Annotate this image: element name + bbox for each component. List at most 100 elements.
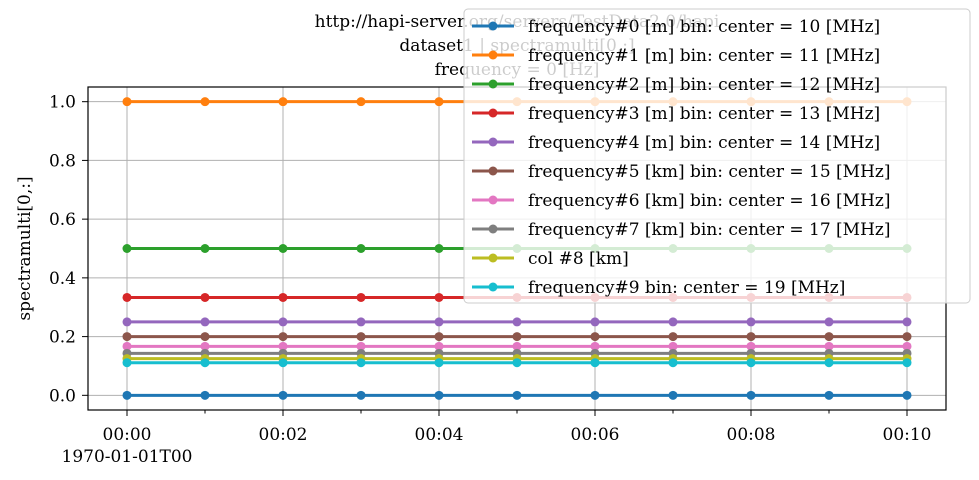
data-point bbox=[746, 341, 756, 351]
data-point bbox=[512, 341, 522, 351]
data-point bbox=[356, 332, 366, 342]
series-6 bbox=[122, 341, 912, 351]
legend-entry: frequency#7 [km] bin: center = 17 [MHz] bbox=[472, 220, 891, 240]
data-point bbox=[824, 341, 834, 351]
y-axis-label: spectramulti[0,:] bbox=[15, 176, 35, 320]
data-point bbox=[824, 332, 834, 342]
data-point bbox=[590, 317, 600, 327]
data-point bbox=[122, 97, 132, 107]
legend-label: frequency#1 [m] bin: center = 11 [MHz] bbox=[528, 46, 880, 66]
y-tick-label: 0.4 bbox=[49, 269, 76, 289]
data-point bbox=[512, 358, 522, 368]
data-point bbox=[278, 97, 288, 107]
data-point bbox=[434, 317, 444, 327]
legend: frequency#0 [m] bin: center = 10 [MHz] fr… bbox=[463, 8, 971, 304]
data-point bbox=[356, 244, 366, 253]
data-point bbox=[356, 97, 366, 107]
data-point bbox=[824, 390, 834, 400]
legend-entry: frequency#9 bin: center = 19 [MHz] bbox=[472, 278, 845, 298]
data-point bbox=[278, 244, 288, 253]
x-tick-label: 00:00 bbox=[103, 425, 152, 445]
data-point bbox=[512, 332, 522, 342]
legend-entry: frequency#0 [m] bin: center = 10 [MHz] bbox=[472, 17, 880, 37]
data-point bbox=[356, 358, 366, 368]
data-point bbox=[200, 317, 210, 327]
legend-swatch-marker bbox=[488, 79, 498, 89]
data-point bbox=[668, 341, 678, 351]
x-tick-label: 00:08 bbox=[727, 425, 776, 445]
data-point bbox=[122, 341, 132, 351]
data-point bbox=[902, 341, 912, 351]
legend-label: frequency#4 [m] bin: center = 14 [MHz] bbox=[528, 133, 880, 153]
legend-entry: frequency#5 [km] bin: center = 15 [MHz] bbox=[472, 162, 891, 182]
legend-swatch-marker bbox=[488, 224, 498, 234]
legend-swatch-marker bbox=[488, 50, 498, 60]
legend-swatch-marker bbox=[488, 137, 498, 147]
data-point bbox=[434, 358, 444, 368]
data-point bbox=[590, 341, 600, 351]
x-tick-label: 00:02 bbox=[259, 425, 308, 445]
legend-swatch-marker bbox=[488, 253, 498, 263]
legend-entry: frequency#6 [km] bin: center = 16 [MHz] bbox=[472, 191, 891, 211]
y-axis: 0.0 0.2 0.4 0.6 0.8 1.0 bbox=[49, 93, 88, 406]
x-axis-offset-label: 1970-01-01T00 bbox=[62, 447, 193, 467]
data-point bbox=[902, 358, 912, 368]
data-point bbox=[590, 332, 600, 342]
legend-label: frequency#0 [m] bin: center = 10 [MHz] bbox=[528, 17, 880, 37]
legend-label: frequency#6 [km] bin: center = 16 [MHz] bbox=[528, 191, 891, 211]
data-point bbox=[200, 292, 210, 302]
legend-label: frequency#3 [m] bin: center = 13 [MHz] bbox=[528, 104, 880, 124]
data-point bbox=[200, 97, 210, 107]
data-point bbox=[122, 292, 132, 302]
data-point bbox=[746, 390, 756, 400]
data-point bbox=[902, 317, 912, 327]
series-0 bbox=[122, 390, 912, 400]
data-point bbox=[278, 292, 288, 302]
y-tick-label: 0.0 bbox=[49, 386, 76, 406]
legend-swatch-marker bbox=[488, 195, 498, 205]
data-point bbox=[122, 390, 132, 400]
data-point bbox=[902, 390, 912, 400]
data-point bbox=[434, 390, 444, 400]
data-point bbox=[746, 332, 756, 342]
legend-label: frequency#5 [km] bin: center = 15 [MHz] bbox=[528, 162, 891, 182]
data-point bbox=[512, 317, 522, 327]
data-point bbox=[434, 97, 444, 107]
data-point bbox=[824, 317, 834, 327]
y-tick-label: 0.2 bbox=[49, 328, 76, 348]
y-tick-label: 0.6 bbox=[49, 210, 76, 230]
data-point bbox=[122, 358, 132, 368]
legend-entry: frequency#2 [m] bin: center = 12 [MHz] bbox=[472, 75, 880, 95]
data-point bbox=[746, 317, 756, 327]
data-point bbox=[122, 332, 132, 342]
legend-label: frequency#7 [km] bin: center = 17 [MHz] bbox=[528, 220, 891, 240]
data-point bbox=[200, 358, 210, 368]
data-point bbox=[434, 341, 444, 351]
data-point bbox=[746, 358, 756, 368]
data-point bbox=[668, 317, 678, 327]
x-tick-label: 00:06 bbox=[571, 425, 620, 445]
legend-label: frequency#9 bin: center = 19 [MHz] bbox=[528, 278, 845, 298]
data-point bbox=[200, 332, 210, 342]
data-point bbox=[278, 317, 288, 327]
legend-swatch-marker bbox=[488, 21, 498, 31]
legend-swatch-marker bbox=[488, 108, 498, 118]
data-point bbox=[590, 358, 600, 368]
legend-label: frequency#2 [m] bin: center = 12 [MHz] bbox=[528, 75, 880, 95]
data-point bbox=[356, 317, 366, 327]
legend-entry: frequency#1 [m] bin: center = 11 [MHz] bbox=[472, 46, 880, 66]
data-point bbox=[122, 244, 132, 253]
data-point bbox=[356, 390, 366, 400]
data-point bbox=[512, 390, 522, 400]
data-point bbox=[356, 292, 366, 302]
data-point bbox=[356, 341, 366, 351]
x-axis: 00:00 00:02 00:04 00:06 00:08 00:10 bbox=[103, 410, 932, 445]
series-9 bbox=[122, 358, 912, 368]
legend-swatch-marker bbox=[488, 166, 498, 176]
y-tick-label: 0.8 bbox=[49, 151, 76, 171]
legend-entry: col #8 [km] bbox=[472, 249, 629, 269]
data-point bbox=[668, 390, 678, 400]
x-tick-label: 00:04 bbox=[415, 425, 464, 445]
legend-entry: frequency#4 [m] bin: center = 14 [MHz] bbox=[472, 133, 880, 153]
